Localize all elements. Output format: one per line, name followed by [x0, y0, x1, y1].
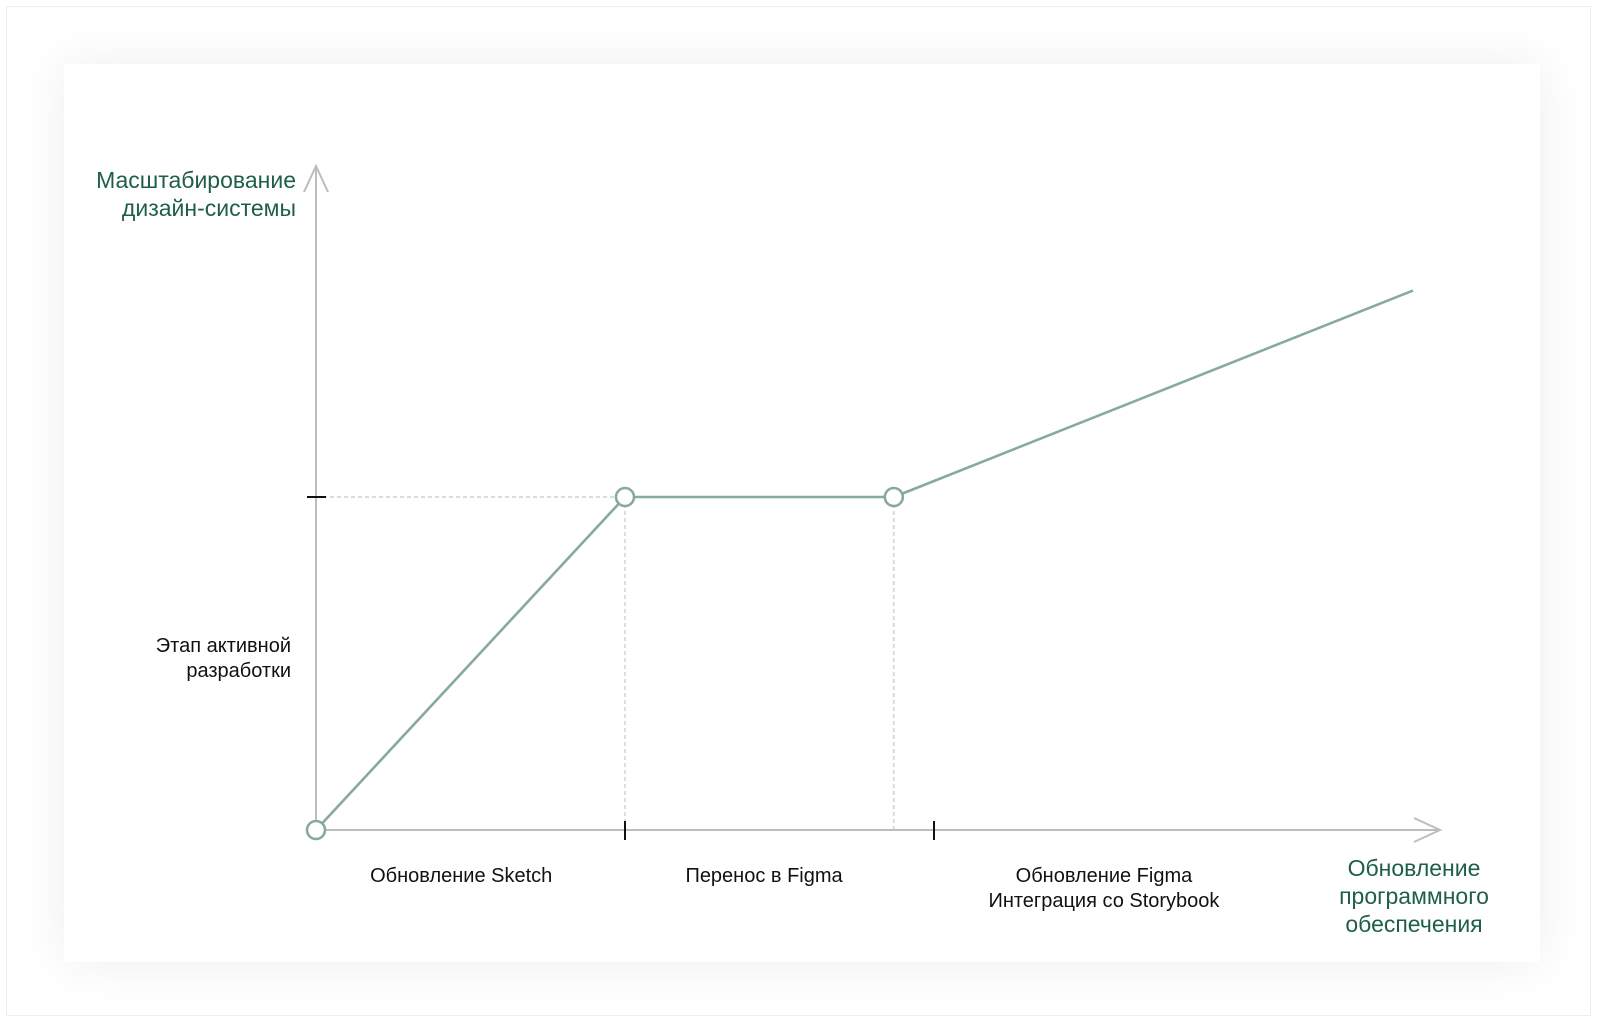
x-axis-title-line-1: Обновление [1348, 855, 1481, 881]
axes [303, 163, 1443, 843]
y-axis-arrowhead [303, 163, 329, 193]
data-point-3 [883, 486, 905, 508]
y-tick-label: Этап активной разработки [156, 635, 291, 682]
x-axis-title: Обновление программного обеспечения [1339, 855, 1489, 937]
x-segment-label-figma-storybook-line-1: Обновление Figma [1016, 865, 1193, 887]
x-segment-label-sketch-line-1: Обновление Sketch [370, 865, 552, 887]
series-line [315, 289, 1414, 831]
guide-lines [316, 496, 895, 830]
labels: Масштабирование дизайн-системы Этап активн… [96, 167, 1489, 937]
series [305, 289, 1414, 841]
x-segment-label-figma-transfer: Перенос в Figma [685, 865, 843, 887]
y-axis-title-line-1: Масштабирование [96, 167, 296, 193]
chart-card [64, 64, 1540, 962]
y-axis-title-line-2: дизайн-системы [122, 195, 296, 221]
y-tick-label-line-1: Этап активной [156, 635, 291, 657]
data-point-2 [614, 486, 636, 508]
data-point-1 [305, 819, 327, 841]
x-segment-label-sketch: Обновление Sketch [370, 865, 552, 887]
x-segment-label-figma-storybook: Обновление Figma Интеграция со Storybook [988, 865, 1220, 912]
x-segment-label-figma-transfer-line-1: Перенос в Figma [685, 865, 843, 887]
y-axis-title: Масштабирование дизайн-системы [96, 167, 296, 221]
x-axis-title-line-2: программного [1339, 883, 1489, 909]
x-axis-arrowhead [1413, 817, 1443, 843]
y-tick-label-line-2: разработки [186, 660, 291, 682]
x-segment-label-figma-storybook-line-2: Интеграция со Storybook [988, 890, 1220, 912]
x-axis-title-line-3: обеспечения [1345, 911, 1482, 937]
